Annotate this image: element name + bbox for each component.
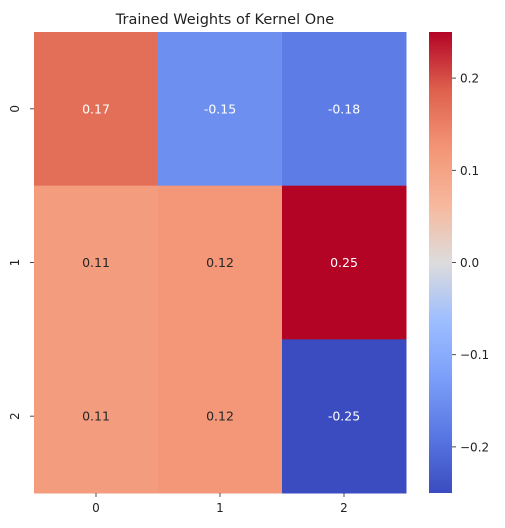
x-tick-label: 0 [92,501,100,515]
heatmap-cells [34,32,407,494]
colorbar-tick-label: −0.1 [460,348,489,362]
colorbar [429,32,452,493]
x-tick-label: 1 [216,501,224,515]
heatmap-cell-label: 0.11 [82,255,110,270]
heatmap-cell-label: 0.12 [206,255,234,270]
heatmap-cell [282,32,407,187]
colorbar-tick-label: 0.2 [460,72,479,86]
heatmap-cell [34,339,159,494]
colorbar-tick-label: −0.2 [460,440,489,454]
heatmap-cell-label: -0.18 [328,101,360,116]
heatmap-cell-label: 0.17 [82,101,110,116]
x-axis: 0 1 2 [92,493,348,515]
y-axis: 0 1 2 [8,105,34,420]
heatmap-cell-label: 0.25 [330,255,358,270]
colorbar-tick-label: 0.1 [460,164,479,178]
y-tick-label: 1 [8,259,22,267]
x-tick-label: 2 [340,501,348,515]
heatmap-cell [34,185,159,340]
colorbar-tick-label: 0.0 [460,256,479,270]
heatmap-cell [158,339,283,494]
heatmap-cell-labels: 0.17 -0.15 -0.18 0.11 0.12 0.25 0.11 0.12 -0.25 [82,101,360,423]
colorbar-axis: 0.2 0.1 0.0 −0.1 −0.2 [452,72,489,454]
heatmap-cell [282,339,407,494]
heatmap-cell [282,185,407,340]
heatmap-cell-label: -0.15 [204,101,236,116]
heatmap-cell-label: 0.11 [82,409,110,424]
heatmap-cell-label: 0.12 [206,409,234,424]
chart-title: Trained Weights of Kernel One [115,12,335,28]
heatmap-cell-label: -0.25 [328,409,360,424]
heatmap-cell [158,185,283,340]
heatmap-cell [34,32,159,187]
y-tick-label: 2 [8,412,22,420]
y-tick-label: 0 [8,105,22,113]
heatmap-cell [158,32,283,187]
